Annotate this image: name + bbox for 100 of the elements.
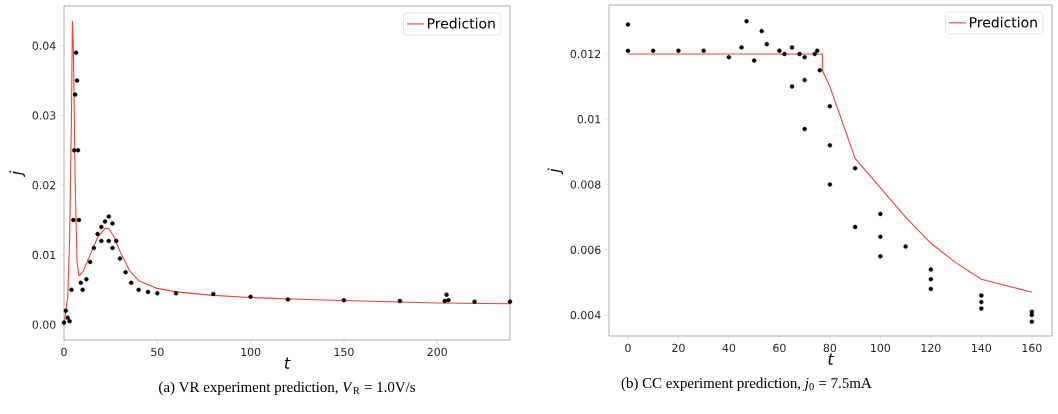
point xyxy=(764,41,769,47)
point xyxy=(114,238,119,244)
point xyxy=(789,84,795,89)
point xyxy=(751,58,757,63)
point xyxy=(812,51,817,57)
point xyxy=(65,315,70,320)
point xyxy=(625,48,631,53)
point xyxy=(117,256,123,261)
x-tick-label: 140 xyxy=(972,343,992,353)
legend-label: Prediction xyxy=(427,17,495,29)
y-axis-title: j xyxy=(9,170,25,178)
point xyxy=(110,245,115,251)
point xyxy=(852,224,858,230)
point xyxy=(71,217,76,223)
x-tick-label: 40 xyxy=(722,343,736,353)
point xyxy=(69,287,74,292)
x-tick-label: 0 xyxy=(61,347,67,357)
point xyxy=(173,291,179,296)
point xyxy=(99,224,104,230)
point xyxy=(248,294,253,299)
point xyxy=(76,217,82,223)
point xyxy=(155,291,160,296)
point xyxy=(472,299,477,304)
point xyxy=(78,280,83,286)
text: (a) VR experiment prediction, V$_{R}$ = 1.0V/s xyxy=(159,381,416,396)
point xyxy=(676,48,681,53)
point xyxy=(928,277,934,282)
y-tick-label: 0.02 xyxy=(32,181,56,190)
point xyxy=(802,126,807,132)
legend-label: Prediction xyxy=(970,16,1037,28)
point xyxy=(446,298,451,303)
point xyxy=(442,298,447,304)
point xyxy=(903,244,908,249)
point xyxy=(75,148,81,153)
point xyxy=(815,48,820,53)
point xyxy=(397,298,403,304)
point xyxy=(72,148,77,153)
point xyxy=(878,234,883,239)
point xyxy=(744,19,749,24)
x-axis-title: t xyxy=(284,357,291,369)
point xyxy=(61,320,67,325)
x-tick-label: 0 xyxy=(625,343,631,353)
point xyxy=(739,45,744,50)
x-tick-label: 100 xyxy=(871,343,891,353)
point xyxy=(802,77,807,83)
point xyxy=(928,286,934,292)
point xyxy=(110,221,115,226)
point xyxy=(827,182,833,187)
y-tick-label: 0.012 xyxy=(570,49,601,59)
point xyxy=(106,214,111,219)
point xyxy=(84,277,89,282)
point xyxy=(817,68,822,73)
x-tick-label: 60 xyxy=(773,343,786,353)
point xyxy=(95,231,100,237)
point xyxy=(979,293,984,298)
y-tick-label: 0.01 xyxy=(577,115,601,124)
point xyxy=(87,259,93,265)
point xyxy=(67,318,72,324)
point xyxy=(211,291,216,297)
x-tick-label: 120 xyxy=(921,343,941,353)
point xyxy=(73,50,79,55)
point xyxy=(285,297,291,302)
point xyxy=(507,299,513,304)
point xyxy=(74,78,80,83)
y-tick-label: 0.04 xyxy=(32,41,56,50)
x-tick-label: 150 xyxy=(334,347,354,357)
point xyxy=(979,299,984,305)
point xyxy=(106,238,111,244)
point xyxy=(625,22,631,27)
point xyxy=(777,48,782,53)
x-tick-label: 80 xyxy=(823,343,837,353)
x-axis-title: t xyxy=(828,353,835,365)
y-tick-label: 0.01 xyxy=(32,250,56,260)
point xyxy=(802,55,807,60)
point xyxy=(145,289,151,295)
point xyxy=(1029,319,1035,324)
point xyxy=(80,287,85,292)
point xyxy=(979,306,984,311)
point xyxy=(650,48,656,53)
x-tick-label: 160 xyxy=(1022,343,1042,353)
y-tick-label: 0.008 xyxy=(570,180,601,189)
point xyxy=(827,103,833,109)
point xyxy=(1029,312,1035,318)
text: (b) CC experiment prediction, j$_{0}$ = 7.5mA xyxy=(621,377,872,392)
y-tick-label: 0.03 xyxy=(32,111,56,120)
point xyxy=(852,166,858,171)
x-tick-label: 200 xyxy=(427,347,447,357)
y-axis-title: j xyxy=(547,168,564,175)
point xyxy=(878,211,883,217)
point xyxy=(99,238,104,244)
x-tick-label: 100 xyxy=(241,347,261,357)
x-tick-label: 50 xyxy=(151,347,164,357)
x-tick-label: 20 xyxy=(672,343,685,353)
point xyxy=(726,55,732,60)
point xyxy=(91,245,97,251)
y-tick-label: 0.006 xyxy=(570,245,601,254)
point xyxy=(878,254,883,259)
point xyxy=(827,143,833,148)
point xyxy=(928,267,934,272)
point xyxy=(797,51,802,57)
